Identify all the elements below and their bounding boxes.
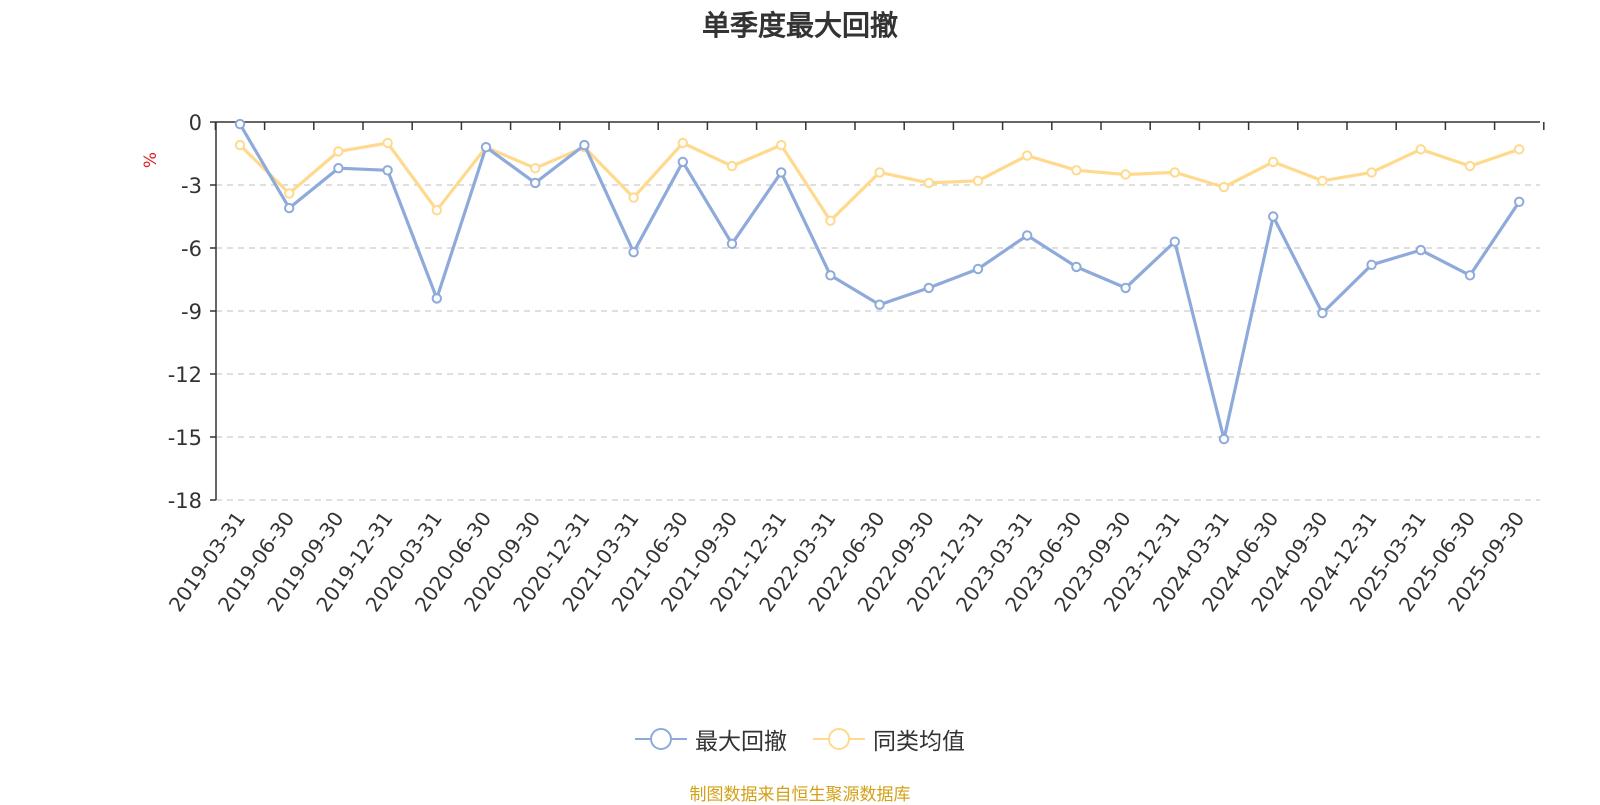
data-point <box>234 139 246 151</box>
data-point <box>1021 230 1033 241</box>
data-point <box>1514 144 1525 155</box>
data-point <box>431 205 442 216</box>
data-point <box>579 139 590 151</box>
y-tick-label: -6 <box>181 237 202 261</box>
data-point <box>333 163 344 174</box>
data-point <box>677 156 688 168</box>
data-point <box>628 247 639 258</box>
data-point <box>726 238 738 250</box>
chart-title: 单季度最大回撤 <box>701 9 898 42</box>
legend-label: 同类均值 <box>873 729 965 755</box>
data-point <box>1317 307 1328 319</box>
data-point <box>972 175 984 187</box>
data-point <box>825 215 836 226</box>
data-point <box>1071 261 1082 273</box>
data-point <box>284 202 295 214</box>
data-point <box>923 282 934 294</box>
grid-lines <box>216 184 1540 501</box>
data-point <box>480 142 492 153</box>
data-point <box>874 299 885 310</box>
data-point <box>1120 282 1131 294</box>
legend-label: 最大回撤 <box>695 729 787 755</box>
data-point <box>1218 181 1230 193</box>
data-point <box>1366 167 1377 178</box>
data-point <box>1218 433 1230 445</box>
data-point <box>530 177 541 189</box>
y-tick-label: -9 <box>181 300 202 324</box>
data-point <box>1366 259 1377 270</box>
legend-line-circle-icon <box>813 728 865 750</box>
data-point <box>1464 270 1476 281</box>
y-tick-label: -12 <box>168 363 202 387</box>
data-point <box>1169 236 1181 247</box>
data-point <box>284 188 295 199</box>
data-point <box>431 293 442 304</box>
legend-item-max-drawdown[interactable]: 最大回撤 <box>635 722 787 756</box>
legend-item-peer-average[interactable]: 同类均值 <box>813 722 965 756</box>
data-point <box>726 160 738 172</box>
data-point <box>1268 156 1279 168</box>
data-point <box>1415 144 1427 155</box>
series-lines <box>234 118 1525 445</box>
data-point <box>234 118 246 130</box>
data-point <box>825 270 836 281</box>
data-point <box>1415 244 1427 256</box>
y-tick-label: -18 <box>168 489 202 513</box>
y-axis-unit-label: % <box>141 152 161 168</box>
data-point <box>776 167 787 178</box>
legend: 最大回撤 同类均值 <box>0 722 1600 756</box>
legend-line-circle-icon <box>635 728 687 750</box>
y-tick-label: 0 <box>189 111 202 135</box>
data-point <box>1169 167 1181 178</box>
data-point <box>677 137 688 149</box>
data-point <box>1464 160 1476 172</box>
data-point <box>874 167 885 178</box>
data-point <box>1120 169 1131 180</box>
data-point <box>382 165 393 176</box>
axes: 0-3-6-9-12-15-182019-03-312019-06-302019… <box>164 111 1545 616</box>
data-point <box>1268 211 1279 222</box>
data-point <box>1021 150 1033 161</box>
data-point <box>530 163 541 174</box>
data-point <box>972 263 984 275</box>
data-point <box>1071 165 1082 176</box>
data-point <box>1514 196 1525 208</box>
data-point <box>628 192 639 203</box>
source-note: 制图数据来自恒生聚源数据库 <box>689 785 911 805</box>
data-point <box>333 146 344 157</box>
data-point <box>382 137 393 149</box>
data-point <box>1317 175 1328 187</box>
y-tick-label: -3 <box>181 174 202 198</box>
data-point <box>776 139 787 151</box>
data-point <box>923 177 934 189</box>
y-tick-label: -15 <box>168 426 202 450</box>
